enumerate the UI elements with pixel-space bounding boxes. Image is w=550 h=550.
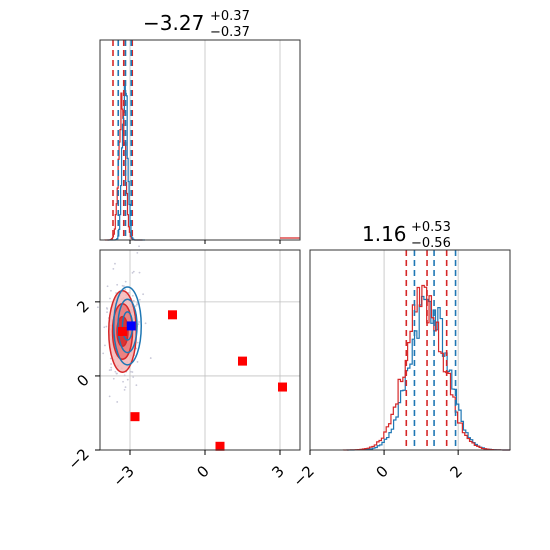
sample-point xyxy=(110,366,113,369)
sample-point xyxy=(149,357,152,359)
frame-param0 xyxy=(99,39,301,241)
sample-point xyxy=(138,271,141,274)
marker-red-1 xyxy=(168,310,177,320)
sample-point xyxy=(114,262,116,265)
sample-point xyxy=(138,321,140,323)
sample-point xyxy=(135,384,138,387)
sample-point xyxy=(109,357,112,360)
sample-point xyxy=(112,267,115,270)
marker-blue-0 xyxy=(126,321,136,331)
sample-point xyxy=(138,245,140,248)
marker-red-2 xyxy=(238,356,247,366)
tick-label-joint-y: −2 xyxy=(64,445,92,473)
marginal-param1-panel xyxy=(309,249,511,451)
sample-point xyxy=(110,289,112,292)
sample-point xyxy=(105,325,108,328)
marker-red-0 xyxy=(118,326,127,336)
sample-point xyxy=(116,401,119,403)
frame-joint xyxy=(99,249,301,451)
sample-point xyxy=(131,294,134,297)
sample-point xyxy=(112,377,115,380)
joint-panel xyxy=(96,245,301,451)
sample-point xyxy=(137,323,140,326)
tick-label-joint-x: −3 xyxy=(109,462,137,490)
sample-point xyxy=(132,299,135,302)
sample-point xyxy=(136,303,139,306)
sample-point xyxy=(136,302,139,304)
title-param1-main: 1.16 xyxy=(362,222,407,246)
sample-point xyxy=(124,386,127,389)
tick-label-joint-y: 0 xyxy=(73,371,92,390)
title-param0-main: −3.27 xyxy=(143,11,204,35)
sample-point xyxy=(106,308,109,310)
title-param0: −3.27 +0.37 −0.37 xyxy=(143,9,250,40)
sample-point xyxy=(136,251,139,254)
tick-label-param1-x: 0 xyxy=(372,462,391,481)
sample-point xyxy=(131,271,134,274)
sample-point xyxy=(114,370,117,373)
sample-point xyxy=(116,283,119,286)
title-param1-upper: +0.53 xyxy=(411,220,451,235)
sample-point xyxy=(110,363,113,365)
tick-label-param1-x: 2 xyxy=(446,462,465,481)
sample-point xyxy=(136,361,139,363)
sample-point xyxy=(126,378,129,381)
sample-point xyxy=(108,395,111,398)
sample-point xyxy=(131,371,134,373)
sample-point xyxy=(103,326,106,329)
tick-label-param1-x: −2 xyxy=(289,462,317,490)
sample-point xyxy=(132,270,135,273)
tick-label-joint-x: 3 xyxy=(268,462,287,481)
sample-point xyxy=(116,372,118,375)
contour-blue-0 xyxy=(113,286,142,366)
sample-point xyxy=(142,293,145,296)
tick-label-joint-x: 0 xyxy=(193,462,212,481)
sample-point xyxy=(130,370,132,373)
sample-point xyxy=(144,322,147,325)
tick-label-joint-y: 2 xyxy=(73,297,92,316)
sample-point xyxy=(132,376,135,378)
sample-point xyxy=(109,297,111,300)
frame-param1 xyxy=(309,249,511,451)
sample-point xyxy=(121,284,124,287)
sample-point xyxy=(110,369,113,371)
sample-point xyxy=(136,341,139,344)
sample-point xyxy=(123,285,125,287)
sample-point xyxy=(106,285,109,288)
sample-point xyxy=(124,280,127,283)
sample-point xyxy=(138,298,141,301)
sample-point xyxy=(106,311,108,314)
sample-point xyxy=(122,380,124,383)
title-param0-upper: +0.37 xyxy=(210,9,250,24)
sample-point xyxy=(104,344,106,347)
sample-point xyxy=(134,305,137,307)
marginal-param0-panel xyxy=(99,39,301,241)
title-param1: 1.16 +0.53 −0.56 xyxy=(362,220,451,251)
marker-red-5 xyxy=(215,441,225,451)
sample-point xyxy=(124,288,127,291)
title-param1-lower: −0.56 xyxy=(411,236,451,251)
marker-red-3 xyxy=(278,382,287,392)
sample-point xyxy=(108,369,111,371)
sample-point xyxy=(102,352,105,355)
sample-point xyxy=(115,292,117,294)
sample-point xyxy=(96,306,99,309)
sample-point xyxy=(123,389,126,391)
marker-red-4 xyxy=(130,412,140,422)
title-param0-lower: −0.37 xyxy=(210,25,250,40)
contour-blue-1 xyxy=(117,298,138,354)
sample-point xyxy=(123,374,126,377)
